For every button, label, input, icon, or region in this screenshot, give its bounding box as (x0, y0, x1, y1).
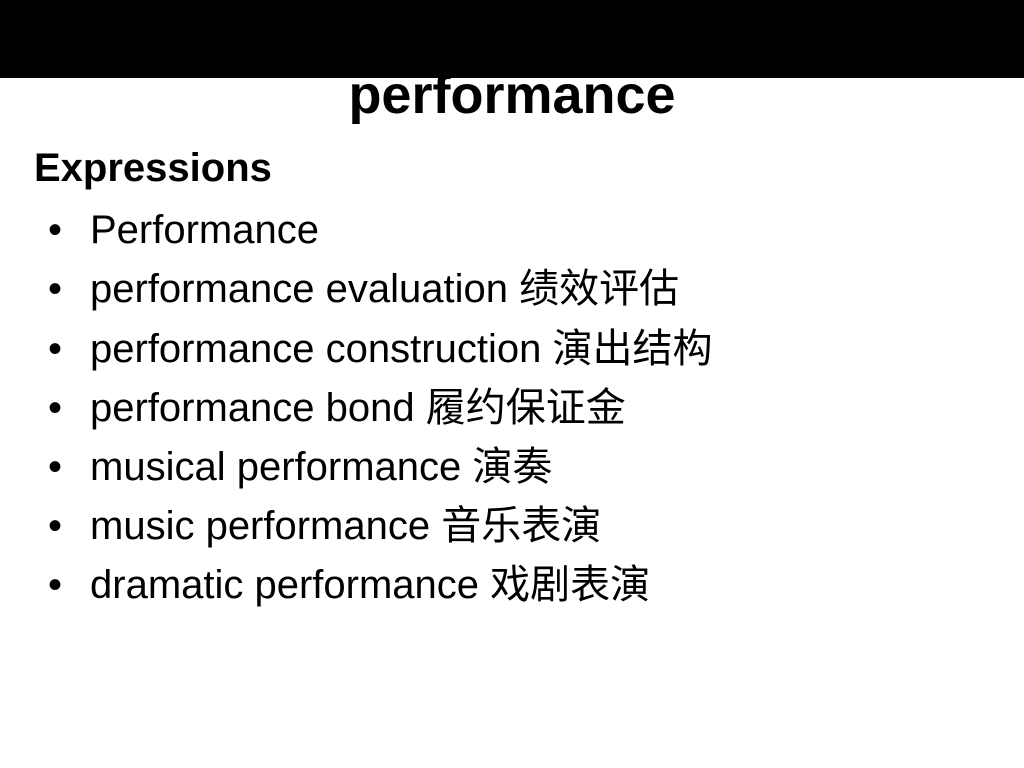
list-item: performance bond 履约保证金 (34, 379, 990, 438)
list-item: music performance 音乐表演 (34, 497, 990, 556)
slide: Part Ⅳ Measuring performance Expressions… (0, 0, 1024, 768)
top-overlay-bar (0, 0, 1024, 78)
expression-list: Performance performance evaluation 绩效评估 … (34, 201, 990, 615)
list-item: performance construction 演出结构 (34, 320, 990, 379)
section-header: Expressions (34, 146, 990, 191)
list-item: dramatic performance 戏剧表演 (34, 556, 990, 615)
list-item: musical performance 演奏 (34, 438, 990, 497)
list-item: Performance (34, 201, 990, 260)
slide-content: Expressions Performance performance eval… (0, 128, 1024, 615)
list-item: performance evaluation 绩效评估 (34, 260, 990, 319)
